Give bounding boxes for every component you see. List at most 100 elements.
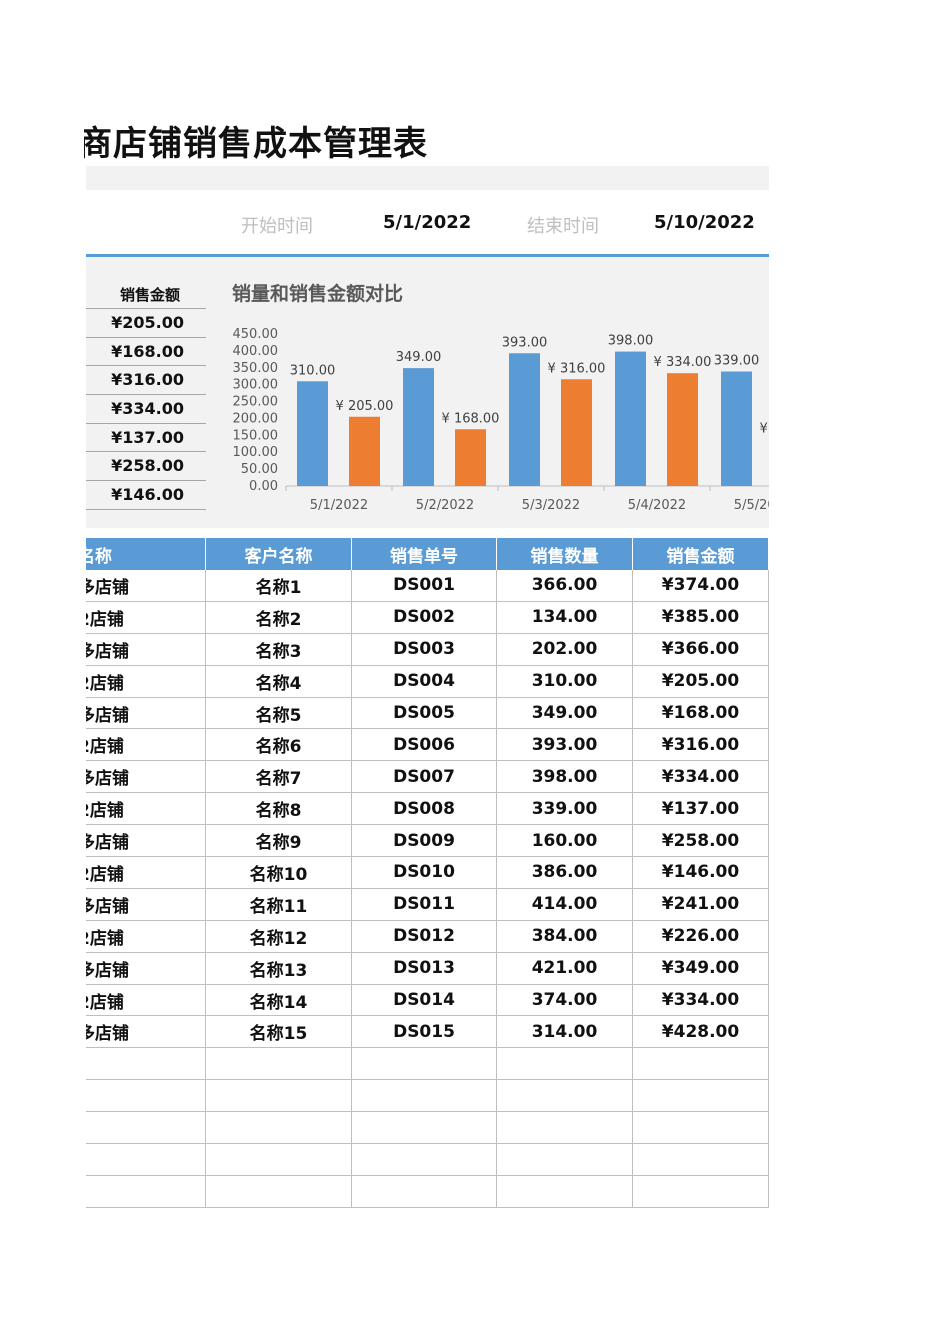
table-cell[interactable]	[206, 1112, 352, 1144]
table-cell[interactable]: 名称10	[206, 857, 352, 888]
table-cell[interactable]: 421.00	[497, 952, 633, 984]
table-cell[interactable]: DS004	[352, 665, 497, 697]
table-cell[interactable]: 2店铺	[86, 857, 206, 888]
table-cell[interactable]: 多店铺	[86, 825, 206, 857]
table-cell[interactable]: 名称3	[206, 633, 352, 665]
table-cell[interactable]: 多店铺	[86, 952, 206, 984]
table-cell[interactable]	[633, 1112, 769, 1144]
sales-chart[interactable]: 销量和销售金额对比 0.00 50.00 100.00 150.00 200.00 250…	[206, 257, 769, 528]
table-cell[interactable]	[86, 1048, 206, 1080]
table-cell[interactable]: DS008	[352, 793, 497, 825]
table-cell[interactable]: 名称1	[206, 570, 352, 601]
table-cell[interactable]: 多店铺	[86, 697, 206, 729]
table-cell[interactable]	[633, 1080, 769, 1112]
table-cell[interactable]: 160.00	[497, 825, 633, 857]
table-cell[interactable]: ¥366.00	[633, 633, 769, 665]
end-date-value[interactable]: 5/10/2022	[654, 212, 755, 233]
column-header[interactable]: 客户名称	[206, 538, 352, 570]
table-cell[interactable]: 名称12	[206, 920, 352, 952]
table-cell[interactable]: ¥205.00	[633, 665, 769, 697]
table-cell[interactable]	[352, 1112, 497, 1144]
table-cell[interactable]	[633, 1048, 769, 1080]
table-cell[interactable]: 名称13	[206, 952, 352, 984]
table-cell[interactable]: 393.00	[497, 729, 633, 761]
table-cell[interactable]: ¥374.00	[633, 570, 769, 601]
table-cell[interactable]: 310.00	[497, 665, 633, 697]
table-cell[interactable]: ¥137.00	[633, 793, 769, 825]
table-cell[interactable]: DS005	[352, 697, 497, 729]
table-cell[interactable]: 名称6	[206, 729, 352, 761]
table-cell[interactable]: ¥241.00	[633, 888, 769, 920]
table-cell[interactable]: DS011	[352, 888, 497, 920]
table-cell[interactable]: ¥385.00	[633, 601, 769, 633]
table-cell[interactable]: 名称8	[206, 793, 352, 825]
table-cell[interactable]: ¥334.00	[633, 984, 769, 1016]
table-cell[interactable]	[352, 1080, 497, 1112]
table-cell[interactable]: ¥316.00	[633, 729, 769, 761]
table-cell[interactable]: ¥168.00	[633, 697, 769, 729]
table-cell[interactable]: ¥349.00	[633, 952, 769, 984]
table-cell[interactable]: DS003	[352, 633, 497, 665]
table-cell[interactable]: ¥226.00	[633, 920, 769, 952]
table-cell[interactable]: DS010	[352, 857, 497, 888]
table-cell[interactable]: 多店铺	[86, 570, 206, 601]
table-cell[interactable]: DS006	[352, 729, 497, 761]
table-cell[interactable]	[86, 1175, 206, 1207]
table-cell[interactable]: DS007	[352, 761, 497, 793]
table-cell[interactable]: 414.00	[497, 888, 633, 920]
table-cell[interactable]: 名称9	[206, 825, 352, 857]
table-cell[interactable]: 386.00	[497, 857, 633, 888]
table-cell[interactable]	[206, 1144, 352, 1175]
column-header[interactable]: 销售单号	[352, 538, 497, 570]
table-cell[interactable]: 名称11	[206, 888, 352, 920]
column-header[interactable]: 销售数量	[497, 538, 633, 570]
table-cell[interactable]	[497, 1175, 633, 1207]
table-cell[interactable]	[633, 1175, 769, 1207]
table-cell[interactable]: 多店铺	[86, 888, 206, 920]
table-cell[interactable]: DS014	[352, 984, 497, 1016]
table-cell[interactable]: 349.00	[497, 697, 633, 729]
table-cell[interactable]	[352, 1048, 497, 1080]
table-cell[interactable]: 2店铺	[86, 793, 206, 825]
table-cell[interactable]: 2店铺	[86, 665, 206, 697]
table-cell[interactable]: ¥428.00	[633, 1016, 769, 1048]
table-cell[interactable]: 2店铺	[86, 984, 206, 1016]
table-cell[interactable]: DS001	[352, 570, 497, 601]
table-cell[interactable]: 2店铺	[86, 920, 206, 952]
table-cell[interactable]	[206, 1048, 352, 1080]
table-cell[interactable]: 314.00	[497, 1016, 633, 1048]
table-cell[interactable]: ¥146.00	[633, 857, 769, 888]
table-cell[interactable]: 134.00	[497, 601, 633, 633]
column-header[interactable]: 销售金额	[633, 538, 769, 570]
table-cell[interactable]: 多店铺	[86, 633, 206, 665]
table-cell[interactable]: 202.00	[497, 633, 633, 665]
table-cell[interactable]: 2店铺	[86, 729, 206, 761]
table-cell[interactable]	[497, 1112, 633, 1144]
table-cell[interactable]: 2店铺	[86, 601, 206, 633]
table-cell[interactable]: 名称7	[206, 761, 352, 793]
table-cell[interactable]: 名称4	[206, 665, 352, 697]
table-cell[interactable]: 名称15	[206, 1016, 352, 1048]
table-cell[interactable]: DS013	[352, 952, 497, 984]
table-cell[interactable]: 374.00	[497, 984, 633, 1016]
table-cell[interactable]: 名称5	[206, 697, 352, 729]
table-cell[interactable]: 多店铺	[86, 761, 206, 793]
table-cell[interactable]: DS012	[352, 920, 497, 952]
table-cell[interactable]: 384.00	[497, 920, 633, 952]
table-cell[interactable]	[86, 1080, 206, 1112]
table-cell[interactable]	[86, 1144, 206, 1175]
table-cell[interactable]	[206, 1175, 352, 1207]
table-cell[interactable]: ¥258.00	[633, 825, 769, 857]
table-cell[interactable]	[352, 1175, 497, 1207]
table-cell[interactable]: 多店铺	[86, 1016, 206, 1048]
table-cell[interactable]	[86, 1112, 206, 1144]
table-cell[interactable]: 名称2	[206, 601, 352, 633]
table-cell[interactable]	[497, 1144, 633, 1175]
table-cell[interactable]	[633, 1144, 769, 1175]
table-cell[interactable]: DS002	[352, 601, 497, 633]
start-date-value[interactable]: 5/1/2022	[383, 212, 472, 233]
table-cell[interactable]: 名称14	[206, 984, 352, 1016]
table-cell[interactable]: 366.00	[497, 570, 633, 601]
table-cell[interactable]	[497, 1048, 633, 1080]
table-cell[interactable]	[206, 1080, 352, 1112]
